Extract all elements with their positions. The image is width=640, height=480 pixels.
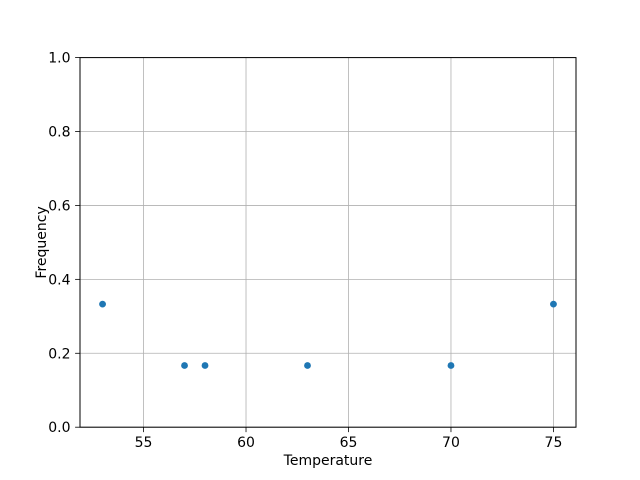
scatter-point xyxy=(550,300,557,308)
plot-border xyxy=(79,57,577,428)
x-tick-label: 70 xyxy=(442,435,460,451)
scatter-point xyxy=(447,362,455,369)
y-tick-label: 0.8 xyxy=(48,125,70,141)
axes-spines xyxy=(79,57,577,428)
axis-ticks: 55 60 65 70 75 0.0 0.2 0.4 0.6 0.8 1.0 xyxy=(48,51,562,451)
scatter-point xyxy=(99,300,106,308)
x-tick-label: 75 xyxy=(545,435,563,451)
y-tick-label: 0.4 xyxy=(48,272,70,288)
scatter-points xyxy=(99,300,557,369)
y-tick-label: 1.0 xyxy=(48,51,70,67)
x-tick-label: 65 xyxy=(340,435,358,451)
gridlines xyxy=(80,57,576,428)
scatter-point xyxy=(181,362,188,369)
x-axis-label: Temperature xyxy=(283,453,373,469)
y-tick-label: 0.2 xyxy=(48,346,70,362)
x-tick-label: 60 xyxy=(237,435,255,451)
y-tick-label: 0.6 xyxy=(48,198,70,214)
x-tick-label: 55 xyxy=(135,435,153,451)
y-axis-label: Frequency xyxy=(34,206,50,278)
scatter-point xyxy=(201,362,209,369)
y-tick-label: 0.0 xyxy=(48,420,70,436)
scatter-point xyxy=(304,362,311,369)
